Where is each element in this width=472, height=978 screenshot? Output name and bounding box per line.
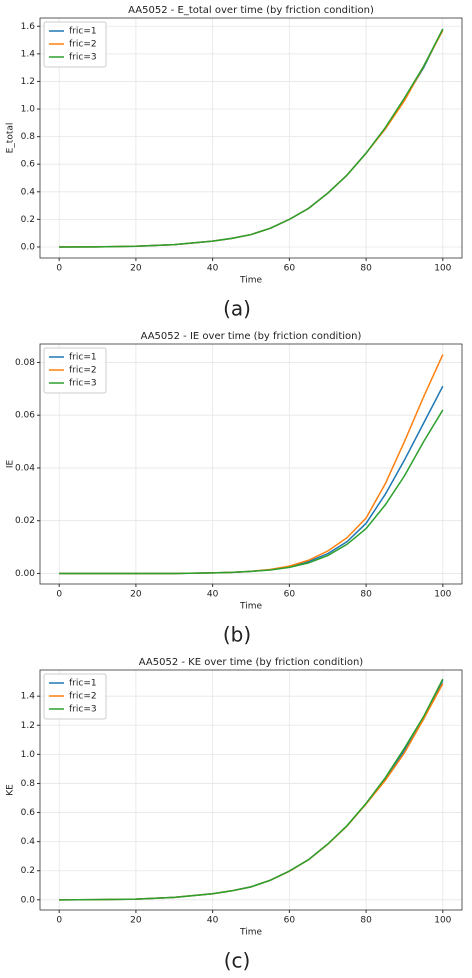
y-tick-label: 1.0: [21, 750, 36, 760]
x-tick-label: 40: [207, 590, 219, 600]
caption: (b): [223, 623, 251, 647]
x-tick-label: 20: [130, 590, 142, 600]
y-tick-label: 0.6: [21, 808, 36, 818]
x-tick-label: 40: [207, 916, 219, 926]
line-series: [59, 409, 444, 575]
y-tick-label: 1.6: [21, 22, 36, 32]
legend-label: fric=1: [69, 27, 97, 37]
x-tick-label: 80: [360, 916, 372, 926]
x-tick-label: 100: [434, 264, 451, 274]
caption: (c): [224, 949, 251, 973]
y-tick-label: 0.4: [21, 187, 36, 197]
line-series: [59, 678, 444, 901]
legend-label: fric=1: [69, 679, 97, 689]
line-series: [59, 354, 444, 575]
y-tick-label: 1.4: [21, 692, 36, 702]
legend-label: fric=3: [69, 705, 97, 715]
caption: (a): [223, 297, 251, 321]
y-tick-label: 1.0: [21, 105, 36, 115]
y-axis-label: E_total: [6, 123, 16, 154]
y-tick-label: 0.08: [15, 358, 35, 368]
legend-label: fric=2: [69, 692, 97, 702]
plot-frame: [39, 17, 463, 259]
y-tick-label: 0.04: [15, 463, 35, 473]
y-axis-label: KE: [6, 784, 16, 796]
x-tick-label: 60: [284, 916, 296, 926]
legend-label: fric=3: [69, 53, 97, 63]
line-series: [59, 683, 444, 901]
x-tick-label: 20: [130, 916, 142, 926]
x-axis-label: Time: [239, 928, 262, 938]
y-tick-label: 0.4: [21, 837, 36, 847]
legend-box: [43, 21, 107, 68]
y-tick-label: 1.2: [21, 721, 35, 731]
y-tick-label: 0.00: [15, 569, 35, 579]
line-series: [59, 30, 444, 248]
x-tick-label: 80: [360, 590, 372, 600]
y-tick-label: 0.2: [21, 215, 35, 225]
x-tick-label: 100: [434, 916, 451, 926]
y-tick-label: 0.02: [15, 516, 35, 526]
y-axis-label: IE: [6, 460, 16, 469]
y-tick-label: 0.06: [15, 411, 35, 421]
plot-frame: [39, 669, 463, 911]
line-series: [59, 28, 444, 248]
x-tick-label: 20: [130, 264, 142, 274]
x-axis-label: Time: [239, 276, 262, 286]
chart-title: AA5052 - IE over time (by friction condi…: [141, 331, 362, 342]
x-tick-label: 60: [284, 264, 296, 274]
x-tick-label: 60: [284, 590, 296, 600]
y-tick-label: 0.0: [21, 242, 36, 252]
legend-label: fric=3: [69, 379, 97, 389]
line-series: [59, 679, 444, 901]
line-series: [59, 28, 444, 248]
line-series: [59, 385, 444, 575]
legend-box: [43, 347, 107, 394]
x-tick-label: 80: [360, 264, 372, 274]
y-tick-label: 0.2: [21, 866, 35, 876]
chart-title: AA5052 - KE over time (by friction condi…: [139, 657, 364, 668]
y-tick-label: 0.8: [21, 779, 36, 789]
x-tick-label: 0: [56, 916, 62, 926]
y-tick-label: 0.0: [21, 895, 36, 905]
legend-label: fric=2: [69, 40, 97, 50]
legend-label: fric=1: [69, 353, 97, 363]
x-tick-label: 40: [207, 264, 219, 274]
legend-label: fric=2: [69, 366, 97, 376]
x-tick-label: 0: [56, 264, 62, 274]
y-tick-label: 1.2: [21, 77, 35, 87]
y-tick-label: 0.8: [21, 132, 36, 142]
x-tick-label: 0: [56, 590, 62, 600]
y-tick-label: 0.6: [21, 160, 36, 170]
legend-box: [43, 673, 107, 720]
x-axis-label: Time: [239, 602, 262, 612]
plot-frame: [39, 343, 463, 585]
y-tick-label: 1.4: [21, 49, 36, 59]
x-tick-label: 100: [434, 590, 451, 600]
chart-title: AA5052 - E_total over time (by friction …: [128, 5, 374, 16]
